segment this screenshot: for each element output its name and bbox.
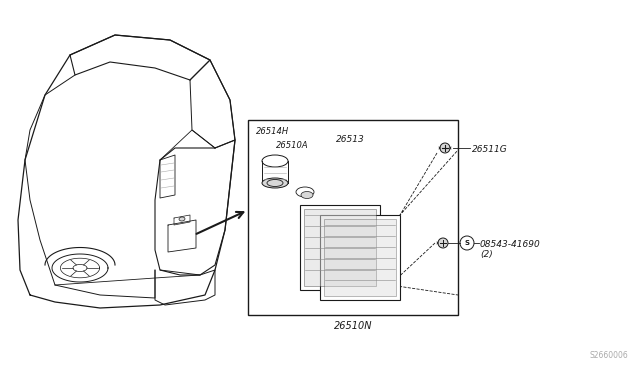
Text: (2): (2)	[480, 250, 493, 259]
Text: 26514H: 26514H	[256, 127, 289, 136]
Text: 26513: 26513	[336, 135, 365, 144]
Bar	[300, 205, 380, 290]
Text: S: S	[465, 240, 470, 246]
FancyArrowPatch shape	[437, 242, 438, 243]
Ellipse shape	[296, 187, 314, 197]
Text: S2660006: S2660006	[589, 351, 628, 360]
FancyArrowPatch shape	[450, 147, 451, 148]
Ellipse shape	[301, 192, 313, 199]
Bar	[248, 120, 458, 315]
Text: 26511G: 26511G	[472, 144, 508, 154]
FancyArrowPatch shape	[437, 243, 438, 244]
Ellipse shape	[262, 155, 288, 167]
Circle shape	[438, 238, 448, 248]
FancyArrowPatch shape	[439, 148, 440, 149]
Ellipse shape	[267, 180, 283, 186]
Bar	[304, 209, 376, 286]
Bar	[320, 215, 400, 300]
Text: 26510A: 26510A	[276, 141, 308, 150]
Bar	[324, 219, 396, 296]
Text: 26510N: 26510N	[333, 321, 372, 331]
Ellipse shape	[179, 217, 185, 221]
Bar	[262, 161, 288, 183]
FancyArrowPatch shape	[439, 147, 440, 148]
FancyArrowPatch shape	[450, 148, 451, 149]
Circle shape	[440, 143, 450, 153]
Ellipse shape	[262, 178, 288, 188]
Text: 08543-41690: 08543-41690	[480, 240, 541, 248]
